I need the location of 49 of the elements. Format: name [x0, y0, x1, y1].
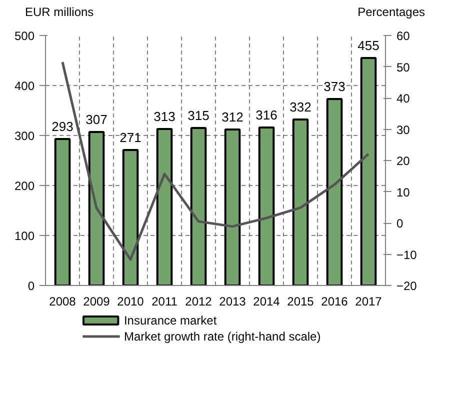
y2-tick-label: 30 — [396, 122, 410, 137]
y2-tick-label: 50 — [396, 60, 410, 74]
y2-tick-label: 20 — [396, 154, 410, 168]
y2-tick-label: 10 — [396, 185, 410, 200]
bar — [54, 138, 71, 286]
bar — [258, 126, 275, 286]
y-tick-label: 300 — [14, 129, 35, 143]
y2-axis-title: Percentages — [358, 4, 425, 21]
x-tick-label: 2014 — [253, 294, 280, 308]
y-tick-label: 500 — [14, 29, 35, 43]
bar — [326, 98, 343, 286]
y2-tick-label: 0 — [396, 216, 404, 230]
x-tick-label: 2015 — [287, 294, 314, 308]
bar — [190, 127, 207, 286]
y2-tick-label: 40 — [396, 92, 410, 106]
y-tick-label: 100 — [14, 229, 35, 243]
bar — [122, 149, 139, 286]
bar — [360, 57, 377, 286]
bar — [88, 131, 105, 286]
x-tick-label: 2016 — [321, 294, 348, 308]
y2-tick-label: −10 — [396, 248, 418, 262]
data-label: 316 — [256, 108, 278, 122]
data-label: 313 — [154, 109, 176, 124]
y-axis-title: EUR millions — [25, 4, 94, 21]
y2-tick-label: 60 — [396, 29, 410, 43]
x-tick-label: 2012 — [185, 294, 212, 308]
y2-tick-label: −20 — [396, 279, 418, 293]
bar — [224, 128, 241, 286]
bar — [292, 118, 309, 286]
x-tick-label: 2009 — [83, 294, 110, 308]
x-tick-label: 2017 — [355, 294, 382, 308]
data-label: 271 — [120, 130, 142, 145]
x-tick-label: 2013 — [219, 294, 246, 308]
data-label: 307 — [86, 112, 108, 127]
data-label: 332 — [290, 100, 312, 114]
data-label: 455 — [358, 38, 380, 53]
bar — [156, 128, 173, 286]
data-label: 293 — [52, 119, 74, 134]
data-label: 312 — [222, 110, 244, 124]
y-tick-label: 0 — [28, 279, 35, 293]
data-label: 373 — [324, 79, 346, 94]
legend-label: Market growth rate (right-hand scale) — [124, 330, 321, 344]
x-tick-label: 2008 — [49, 294, 76, 308]
data-label: 315 — [188, 108, 210, 123]
y-tick-label: 400 — [14, 79, 35, 93]
y-tick-label: 200 — [14, 179, 35, 193]
legend-label: Insurance market — [124, 314, 218, 328]
x-tick-label: 2010 — [117, 294, 144, 308]
x-tick-label: 2011 — [152, 294, 178, 308]
